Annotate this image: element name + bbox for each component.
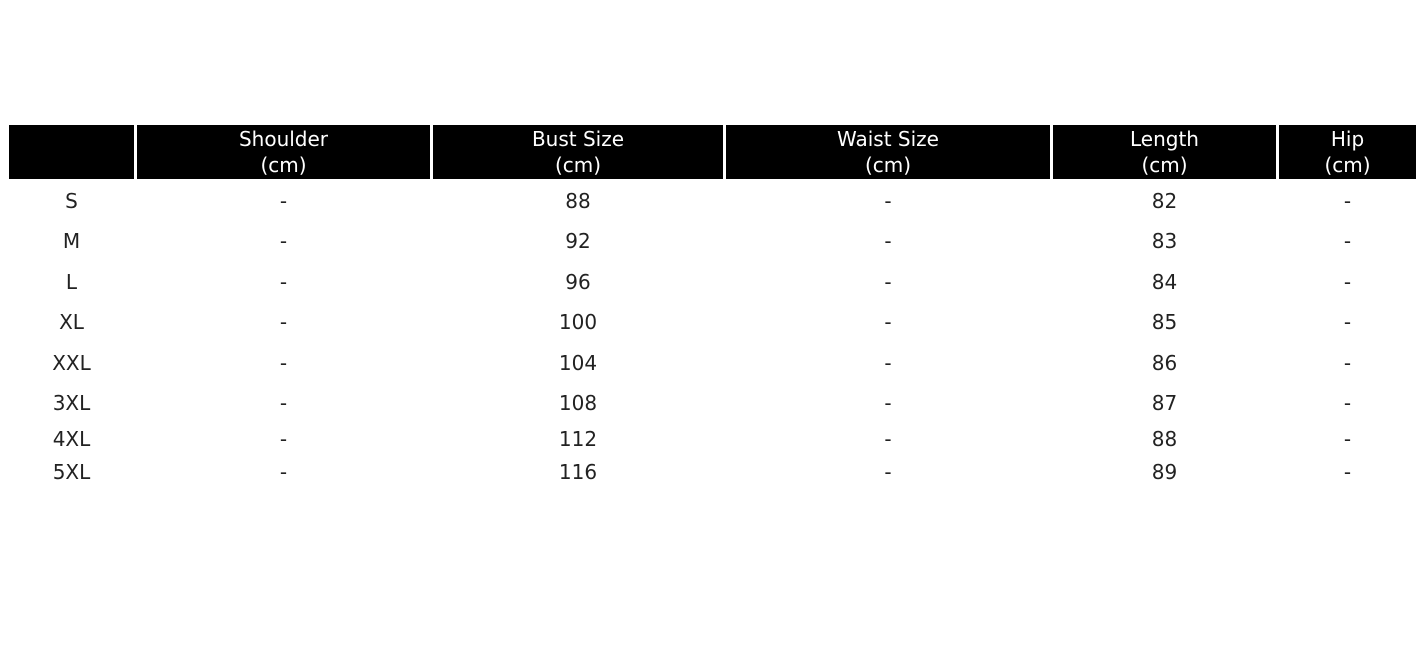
- table-cell: -: [279, 460, 288, 484]
- header-text: Hip: [1330, 127, 1365, 151]
- header-text: (cm): [864, 153, 912, 177]
- header-text: (cm): [1324, 153, 1371, 177]
- table-cell: 88: [565, 189, 591, 213]
- table-cell: -: [884, 391, 892, 415]
- table-cell: -: [279, 310, 288, 334]
- table-cell: -: [279, 189, 288, 213]
- header-text: Waist Size: [837, 127, 939, 151]
- header-text: Shoulder: [238, 127, 329, 151]
- table-cell: -: [1343, 229, 1352, 253]
- table-cell: -: [1343, 189, 1352, 213]
- header-cell: Waist Size (cm): [726, 125, 1050, 179]
- table-cell: 100: [558, 310, 598, 334]
- table-cell: 92: [565, 229, 591, 253]
- table-cell: 86: [1151, 351, 1178, 375]
- table-cell: 104: [558, 351, 598, 375]
- table-cell: L: [65, 270, 78, 294]
- table-cell: -: [279, 270, 288, 294]
- table-cell: 3XL: [52, 391, 91, 415]
- header-corner: [9, 125, 134, 179]
- table-cell: 83: [1151, 229, 1178, 253]
- table-cell: 96: [565, 270, 591, 294]
- table-cell: -: [1343, 460, 1352, 484]
- table-cell: 108: [558, 391, 598, 415]
- header-text: (cm): [260, 153, 307, 177]
- table-cell: -: [884, 427, 892, 451]
- table-cell: -: [1343, 270, 1352, 294]
- table-cell: -: [1343, 391, 1352, 415]
- table-cell: 89: [1151, 460, 1178, 484]
- table-cell: -: [884, 229, 892, 253]
- header-cell: Shoulder (cm): [137, 125, 430, 179]
- table-cell: -: [279, 427, 288, 451]
- table-cell: 116: [558, 460, 598, 484]
- table-cell: 4XL: [52, 427, 91, 451]
- table-cell: 5XL: [52, 460, 91, 484]
- header-text: Bust Size: [531, 127, 625, 151]
- table-cell: XXL: [52, 351, 91, 375]
- table-cell: XL: [59, 310, 84, 334]
- table-cell: -: [1343, 427, 1352, 451]
- table-cell: 88: [1151, 427, 1178, 451]
- table-cell: -: [279, 391, 288, 415]
- table-cell: 87: [1151, 391, 1178, 415]
- table-cell: -: [884, 310, 892, 334]
- table-cell: M: [62, 229, 81, 253]
- table-cell: -: [884, 270, 892, 294]
- table-cell: -: [884, 351, 892, 375]
- table-cell: 84: [1151, 270, 1178, 294]
- table-cell: -: [1343, 351, 1352, 375]
- table-cell: 112: [558, 427, 598, 451]
- table-cell: -: [1343, 310, 1352, 334]
- table-cell: -: [884, 460, 892, 484]
- table-cell: -: [884, 189, 892, 213]
- header-cell: Hip (cm): [1279, 125, 1416, 179]
- header-text: (cm): [554, 153, 602, 177]
- table-cell: -: [279, 229, 288, 253]
- table-cell: 85: [1151, 310, 1178, 334]
- header-text: (cm): [1141, 153, 1188, 177]
- header-cell: Length (cm): [1053, 125, 1276, 179]
- table-cell: -: [279, 351, 288, 375]
- table-cell: 82: [1151, 189, 1178, 213]
- header-cell: Bust Size (cm): [433, 125, 723, 179]
- header-text: Length: [1130, 127, 1199, 151]
- table-cell: S: [65, 189, 78, 213]
